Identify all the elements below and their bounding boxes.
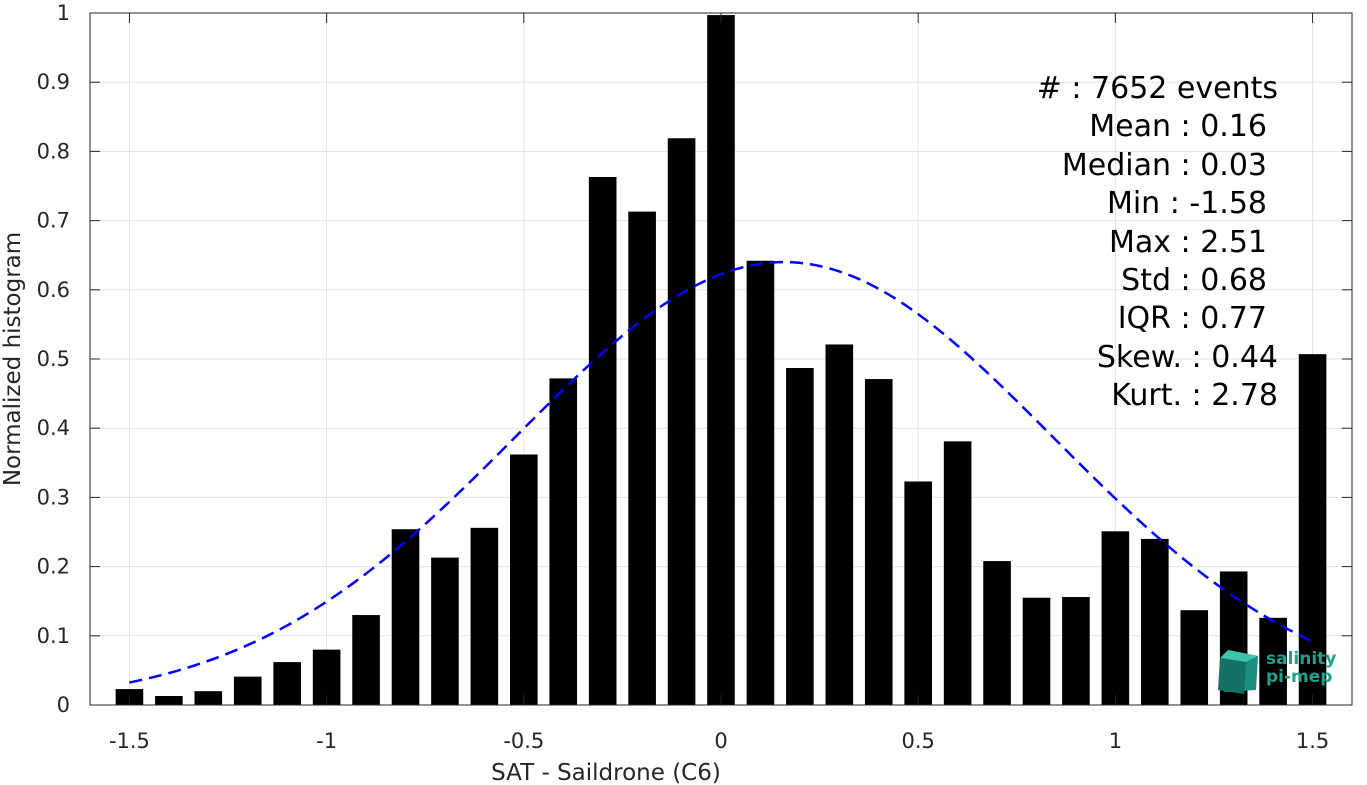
stat-iqr: IQR : 0.77 — [1117, 301, 1267, 337]
x-axis-tick-labels: -1.5 -1 -0.5 0 0.5 1 1.5 — [109, 729, 1329, 753]
stat-kurt: Kurt. : 2.78 — [1111, 378, 1278, 414]
x-axis-title: SAT - Saildrone (C6) — [491, 760, 721, 785]
histogram-bar — [510, 454, 538, 705]
histogram-bar — [667, 138, 696, 705]
x-tick-label: -1 — [316, 729, 337, 753]
histogram-bar — [628, 211, 656, 705]
y-tick-label: 0.7 — [37, 209, 70, 233]
logo-line-1: salinity — [1266, 649, 1337, 669]
gaussian-fit-curve — [129, 260, 1314, 684]
x-tick-label: -0.5 — [503, 729, 544, 753]
y-tick-label: 0.2 — [37, 555, 70, 579]
salinity-pimep-logo: salinity pi-mep — [1216, 646, 1346, 696]
x-tick-label: 0.5 — [901, 729, 934, 753]
y-tick-label: 0.9 — [37, 70, 70, 94]
logo-cube-icon — [1218, 650, 1258, 694]
histogram-bar — [1101, 531, 1130, 705]
histogram-bar — [431, 557, 459, 705]
stat-skew: Skew. : 0.44 — [1096, 339, 1278, 375]
y-tick-label: 0.8 — [37, 139, 70, 163]
stat-mean: Mean : 0.16 — [1089, 109, 1267, 145]
y-tick-label: 0.5 — [37, 347, 70, 371]
x-tick-label: 1.5 — [1296, 729, 1329, 753]
histogram-bar — [155, 696, 183, 705]
stat-median: Median : 0.03 — [1061, 147, 1267, 183]
y-tick-label: 0.6 — [37, 278, 70, 302]
histogram-bar — [746, 260, 775, 705]
y-tick-label: 0 — [57, 693, 70, 717]
histogram-bar — [1022, 597, 1051, 705]
histogram-bar — [352, 615, 380, 705]
y-axis-tick-labels: 0 0.1 0.2 0.3 0.4 0.5 0.6 0.7 0.8 0.9 1 — [37, 1, 70, 717]
histogram-bar — [904, 481, 932, 705]
histogram-bar — [864, 379, 893, 705]
histogram-bar — [1298, 354, 1327, 705]
y-tick-label: 0.4 — [37, 416, 70, 440]
histogram-bar — [786, 367, 814, 705]
histogram-bar — [1180, 610, 1209, 705]
y-tick-label: 0.1 — [37, 624, 70, 648]
axis-ticks — [90, 12, 1352, 706]
histogram-bar — [1141, 538, 1169, 705]
x-tick-label: -1.5 — [109, 729, 150, 753]
histogram-bar — [825, 344, 854, 705]
bar-series — [115, 15, 1327, 706]
histogram-bar — [1062, 597, 1090, 705]
y-tick-label: 1 — [57, 1, 70, 25]
histogram-bar — [391, 529, 420, 705]
histogram-bar — [470, 527, 499, 705]
histogram-bar — [588, 177, 617, 705]
stat-min: Min : -1.58 — [1106, 186, 1267, 222]
x-tick-label: 1 — [1109, 729, 1122, 753]
histogram-bar — [273, 662, 301, 705]
stat-std: Std : 0.68 — [1121, 262, 1267, 298]
y-tick-label: 0.3 — [37, 485, 70, 509]
histogram-bar — [194, 691, 223, 705]
x-tick-label: 0 — [714, 729, 727, 753]
stat-max: Max : 2.51 — [1109, 224, 1267, 260]
y-axis-title: Normalized histogram — [0, 232, 26, 486]
histogram-bar — [233, 676, 262, 705]
histogram-bar — [707, 15, 735, 706]
stat-count: # : 7652 events — [1036, 71, 1278, 106]
statistics-box: # : 7652 events Mean : 0.16 Median : 0.0… — [900, 70, 1278, 416]
histogram-bar — [943, 441, 972, 705]
histogram-bar — [983, 561, 1011, 705]
logo-line-2: pi-mep — [1266, 667, 1333, 687]
histogram-bar — [1259, 617, 1287, 705]
histogram-bar — [549, 378, 578, 705]
